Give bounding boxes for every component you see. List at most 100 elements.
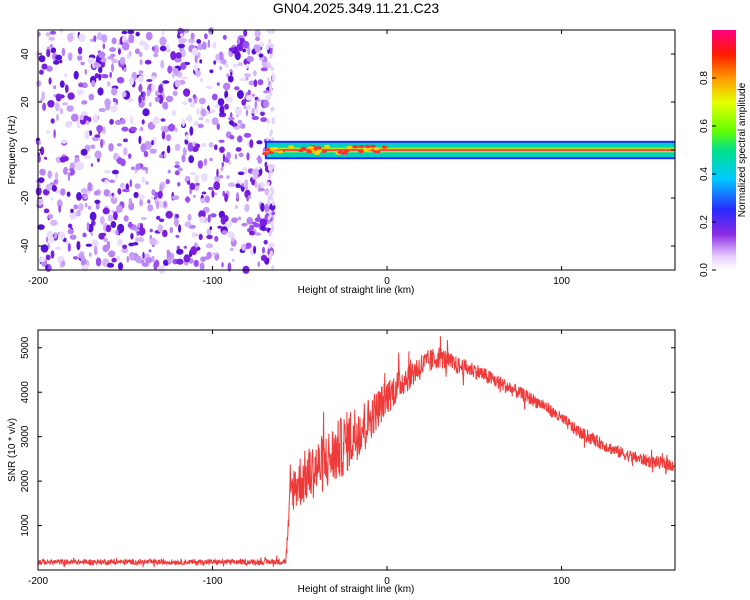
noise-blob [75,211,80,217]
noise-blob [191,47,199,56]
noise-blob [159,218,165,223]
noise-blob [77,124,81,129]
noise-blob [122,188,130,193]
noise-blob [174,161,180,165]
noise-blob [64,72,68,78]
noise-blob [151,83,156,92]
noise-blob [211,93,218,101]
noise-blob [254,180,258,189]
noise-blob [199,216,205,224]
noise-blob [67,33,74,43]
noise-blob [84,68,88,75]
noise-blob [46,230,53,238]
spectrogram-y-ticks: -40 -20 0 20 40 [20,48,675,253]
noise-blob [228,47,236,52]
noise-blob [258,56,264,61]
noise-blob [179,33,183,37]
spectrogram-signal-band [262,140,675,160]
noise-blob [156,215,161,220]
noise-blob [102,126,106,135]
noise-blob [88,93,95,101]
noise-blob [100,138,103,149]
noise-blob [258,188,265,192]
noise-blob [58,205,62,213]
noise-blob [201,191,207,195]
noise-blob [200,197,206,204]
noise-blob [41,91,46,100]
noise-blob [188,155,195,164]
noise-blob [113,193,117,200]
noise-blob [56,113,59,122]
noise-blob [268,209,272,215]
noise-blob [227,262,232,272]
noise-blob [88,116,92,123]
noise-blob [175,80,181,87]
noise-blob [227,116,235,121]
noise-blob [182,147,187,157]
noise-blob [188,38,196,44]
noise-blob [96,125,103,133]
noise-blob [270,106,274,112]
noise-blob [140,143,147,153]
noise-blob [90,38,94,42]
noise-blob [249,224,255,231]
noise-blob [165,178,170,185]
noise-blob [41,63,48,70]
noise-blob [193,259,199,267]
noise-blob [194,54,198,64]
noise-blob [45,265,49,269]
noise-blob [78,33,86,42]
noise-blob [218,139,225,143]
spectrogram-noise-region [35,27,276,274]
noise-blob [89,252,92,257]
noise-blob [252,93,255,97]
x-tick-label: 100 [553,276,570,287]
signal-blob [373,147,380,151]
noise-blob [98,73,102,81]
noise-blob [206,251,212,259]
noise-blob [45,236,49,243]
noise-blob [169,227,174,234]
signal-blob [370,144,377,148]
noise-blob [47,170,53,179]
noise-blob [256,105,259,114]
noise-blob [67,223,73,229]
noise-blob [269,91,273,97]
noise-blob [255,36,261,42]
noise-blob [138,70,144,75]
noise-blob [149,228,153,233]
noise-blob [271,189,275,195]
noise-blob [66,191,71,197]
noise-blob [140,216,147,221]
noise-blob [158,200,165,209]
noise-blob [154,96,160,102]
noise-blob [263,239,268,245]
noise-blob [111,257,117,263]
noise-blob [48,36,55,41]
noise-blob [109,118,114,125]
noise-blob [167,65,173,74]
noise-blob [76,240,81,251]
colorbar-label: Normalized spectral amplitude [737,82,748,217]
noise-blob [241,222,248,227]
noise-blob [94,190,99,196]
noise-blob [55,54,63,61]
noise-blob [184,221,192,228]
noise-blob [252,176,258,180]
noise-blob [123,67,127,73]
noise-blob [48,213,53,220]
noise-blob [153,53,159,58]
noise-blob [117,223,125,234]
noise-blob [189,182,196,190]
noise-blob [226,73,230,78]
noise-blob [204,195,210,203]
noise-blob [69,211,77,220]
noise-blob [142,108,150,117]
noise-blob [50,44,53,48]
signal-blob [363,148,369,152]
y-tick-label: 3000 [20,425,31,448]
noise-blob [147,204,154,212]
noise-blob [219,175,224,179]
noise-blob [38,55,46,63]
